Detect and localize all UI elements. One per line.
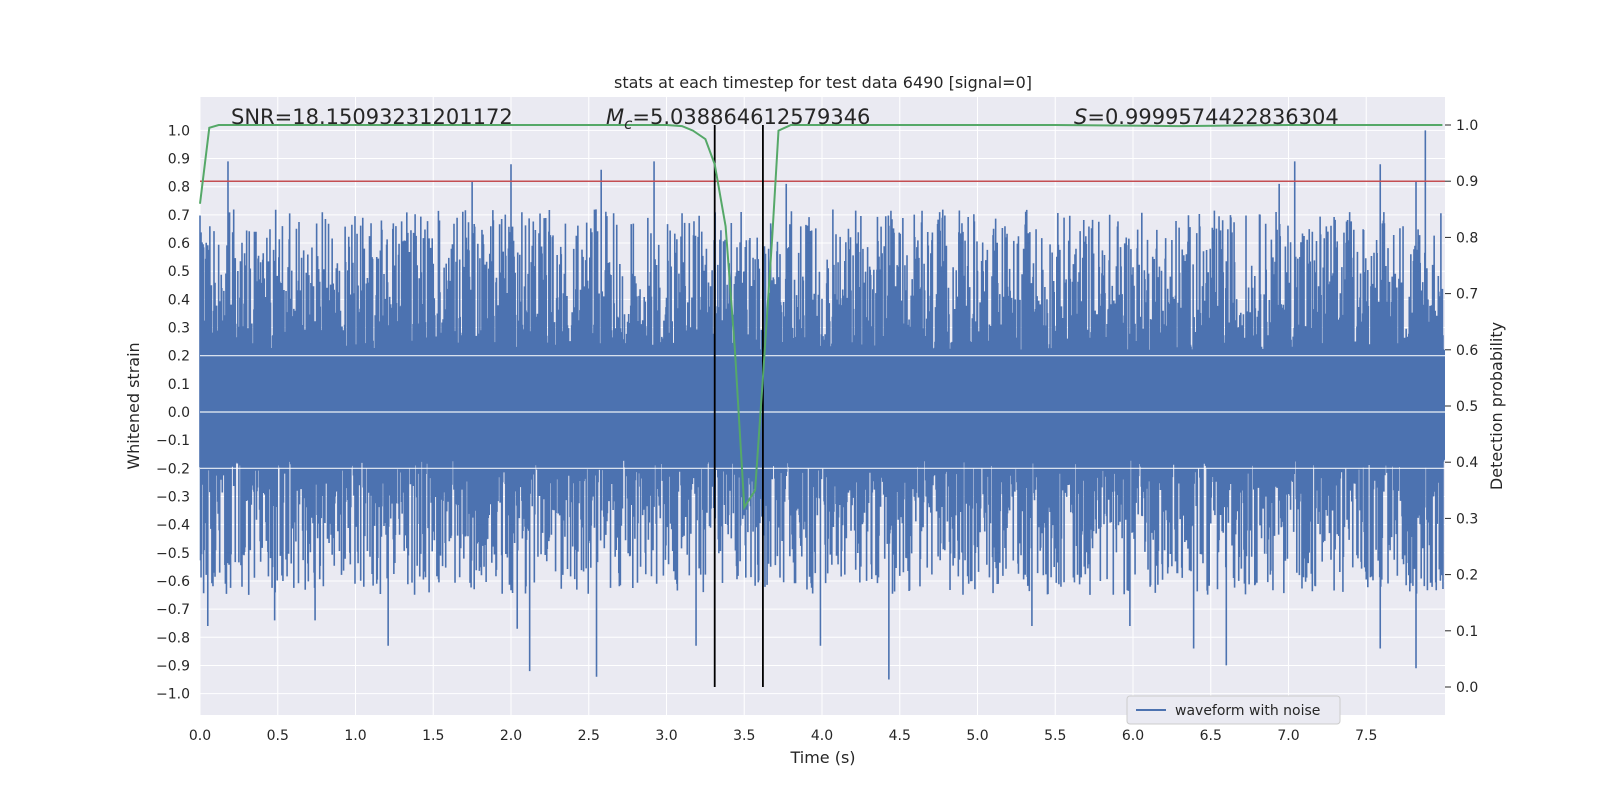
chart-title: stats at each timestep for test data 649… bbox=[614, 73, 1032, 92]
x-tick-label: 1.5 bbox=[422, 728, 444, 744]
x-axis-label: Time (s) bbox=[789, 748, 855, 767]
y-tick-label: 0.2 bbox=[168, 349, 190, 365]
waveform-series bbox=[199, 130, 1445, 680]
x-tick-label: 3.5 bbox=[733, 728, 755, 744]
x-tick-label: 5.5 bbox=[1044, 728, 1066, 744]
y2-tick-label: 0.1 bbox=[1456, 624, 1478, 640]
y-tick-label: −0.4 bbox=[156, 518, 190, 534]
y-tick-label: 0.9 bbox=[168, 152, 190, 168]
x-tick-label: 0.5 bbox=[267, 728, 289, 744]
x-tick-label: 1.0 bbox=[344, 728, 366, 744]
y-tick-label: −0.2 bbox=[156, 461, 190, 477]
y2-tick-label: 0.7 bbox=[1456, 287, 1478, 303]
y-tick-label: 1.0 bbox=[168, 123, 190, 139]
chirp-mass-subscript: c bbox=[624, 115, 633, 133]
s-value: =0.9999574422836304 bbox=[1087, 105, 1338, 129]
snr-annotation: SNR=18.15093231201172 bbox=[231, 105, 513, 129]
y-tick-label: −0.6 bbox=[156, 574, 190, 590]
x-tick-label: 0.0 bbox=[189, 728, 211, 744]
legend-label: waveform with noise bbox=[1175, 703, 1320, 719]
y2-tick-label: 1.0 bbox=[1456, 118, 1478, 134]
s-symbol: S bbox=[1074, 105, 1087, 129]
y-tick-label: 0.3 bbox=[168, 321, 190, 337]
x-tick-label: 4.0 bbox=[811, 728, 833, 744]
detection-probability-line bbox=[199, 124, 1443, 511]
x-tick-label: 4.5 bbox=[889, 728, 911, 744]
y2-tick-label: 0.2 bbox=[1456, 568, 1478, 584]
x-tick-label: 7.5 bbox=[1355, 728, 1377, 744]
y-tick-labels: 1.0 0.9 0.8 0.7 0.6 0.5 0.4 0.3 0.2 0.1 0.0 −0.1 −0.… bbox=[156, 123, 190, 702]
x-tick-labels: 0.0 0.5 1.0 1.5 2.0 2.5 3.0 3.5 4.0 4.5 5.0 5.5 6.0 6… bbox=[189, 728, 1378, 744]
y2-tick-label: 0.0 bbox=[1456, 680, 1478, 696]
y2-tick-labels: 1.0 0.9 0.8 0.7 0.6 0.5 0.4 0.3 0.2 0.1 0.0 bbox=[1445, 118, 1478, 696]
chirp-mass-annotation: Mc=5.038864612579346 bbox=[606, 105, 870, 133]
y2-tick-label: 0.4 bbox=[1456, 455, 1478, 471]
y-tick-label: 0.0 bbox=[168, 405, 190, 421]
x-tick-label: 3.0 bbox=[655, 728, 677, 744]
y-tick-label: −0.1 bbox=[156, 433, 190, 449]
x-tick-label: 2.0 bbox=[500, 728, 522, 744]
y-tick-label: 0.5 bbox=[168, 264, 190, 280]
overlay-lines bbox=[199, 124, 1445, 687]
x-tick-label: 6.5 bbox=[1200, 728, 1222, 744]
y-tick-label: 0.4 bbox=[168, 292, 190, 308]
y-tick-label: 0.7 bbox=[168, 208, 190, 224]
y-tick-label: −1.0 bbox=[156, 687, 190, 703]
y-axis-label: Whitened strain bbox=[124, 342, 143, 469]
legend: waveform with noise bbox=[1126, 695, 1341, 725]
s-annotation: S=0.9999574422836304 bbox=[1074, 105, 1339, 129]
y2-tick-label: 0.3 bbox=[1456, 511, 1478, 527]
y-tick-label: −0.3 bbox=[156, 489, 190, 505]
legend-box bbox=[1126, 695, 1341, 725]
y-tick-label: −0.5 bbox=[156, 546, 190, 562]
y-tick-label: 0.8 bbox=[168, 180, 190, 196]
chirp-mass-symbol: M bbox=[606, 105, 624, 129]
y-tick-label: −0.9 bbox=[156, 658, 190, 674]
waveform-dense-band bbox=[200, 350, 1445, 460]
y2-tick-label: 0.6 bbox=[1456, 343, 1478, 359]
x-tick-label: 2.5 bbox=[578, 728, 600, 744]
chirp-mass-value: =5.038864612579346 bbox=[632, 105, 870, 129]
y-tick-label: 0.6 bbox=[168, 236, 190, 252]
y2-axis-label: Detection probability bbox=[1487, 322, 1506, 490]
x-tick-label: 5.0 bbox=[966, 728, 988, 744]
y-tick-label: −0.7 bbox=[156, 602, 190, 618]
y-tick-label: −0.8 bbox=[156, 630, 190, 646]
x-tick-label: 6.0 bbox=[1122, 728, 1144, 744]
y-tick-label: 0.1 bbox=[168, 377, 190, 393]
y2-tick-label: 0.9 bbox=[1456, 174, 1478, 190]
x-tick-label: 7.0 bbox=[1277, 728, 1299, 744]
y2-tick-label: 0.5 bbox=[1456, 399, 1478, 415]
y2-tick-label: 0.8 bbox=[1456, 230, 1478, 246]
